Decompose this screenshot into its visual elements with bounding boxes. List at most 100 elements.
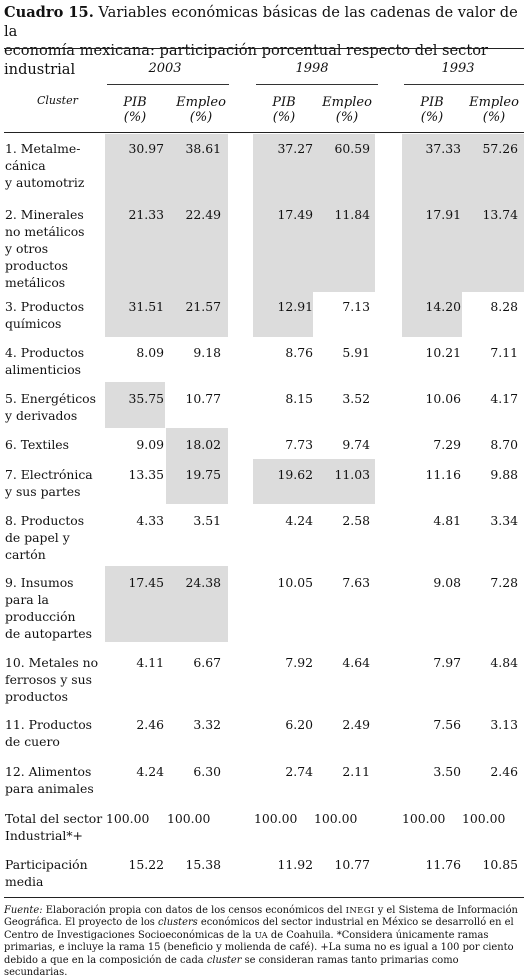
pib-header-2003: PIB (%) [123, 95, 147, 125]
value-cell: 7.28 [490, 575, 518, 590]
media-value-cell: 11.76 [425, 857, 461, 872]
ua-abbr: UA [254, 930, 268, 941]
value-cell: 9.74 [342, 437, 370, 452]
bottom-rule [4, 897, 524, 898]
shade-1998-pib-rows2-3 [253, 202, 313, 337]
total-value-cell: 100.00 [462, 811, 506, 826]
total-value-cell: 100.00 [254, 811, 298, 826]
value-cell: 10.06 [425, 391, 461, 406]
value-cell: 9.09 [136, 437, 164, 452]
empleo-header-1998: Empleo (%) [322, 95, 372, 125]
total-value-cell: 100.00 [314, 811, 358, 826]
value-cell: 13.74 [482, 207, 518, 222]
media-value-cell: 10.77 [334, 857, 370, 872]
value-cell: 6.67 [193, 655, 221, 670]
value-cell: 2.74 [285, 764, 313, 779]
value-cell: 6.20 [285, 717, 313, 732]
inegi-abbr: INEGI [345, 906, 375, 916]
value-cell: 7.63 [342, 575, 370, 590]
value-cell: 2.58 [342, 513, 370, 528]
value-cell: 7.97 [433, 655, 461, 670]
value-cell: 2.46 [136, 717, 164, 732]
year-rule-1998 [256, 84, 378, 85]
row-label: 12. Alimentos para animales [5, 764, 94, 796]
year-rule-2003 [107, 84, 229, 85]
value-cell: 3.34 [490, 513, 518, 528]
value-cell: 21.57 [185, 299, 221, 314]
value-cell: 8.70 [490, 437, 518, 452]
value-cell: 37.27 [277, 141, 313, 156]
value-cell: 2.46 [490, 764, 518, 779]
total-value-cell: 100.00 [106, 811, 150, 826]
value-cell: 17.91 [425, 207, 461, 222]
top-rule [4, 48, 524, 49]
value-cell: 57.26 [482, 141, 518, 156]
shade-1993-pib-row3 [402, 292, 462, 337]
value-cell: 3.32 [193, 717, 221, 732]
value-cell: 7.92 [285, 655, 313, 670]
row-label: 8. Productos de papel y cartón [5, 513, 85, 562]
value-cell: 4.64 [342, 655, 370, 670]
year-2003: 2003 [148, 61, 182, 76]
value-cell: 10.21 [425, 345, 461, 360]
value-cell: 9.08 [433, 575, 461, 590]
row-label: 10. Metales no ferrosos y sus productos [5, 655, 99, 704]
value-cell: 12.91 [277, 299, 313, 314]
footnote: Fuente: Elaboración propia con datos de … [4, 905, 518, 978]
value-cell: 31.51 [128, 299, 164, 314]
shade-2003-pib-row5 [105, 382, 165, 428]
value-cell: 4.24 [136, 764, 164, 779]
title-text-line2: economía mexicana: participación porcent… [4, 42, 488, 78]
value-cell: 3.13 [490, 717, 518, 732]
row-label: 3. Productos químicos [5, 299, 85, 331]
row-label: 4. Productos alimenticios [5, 345, 85, 377]
year-1998: 1998 [295, 61, 329, 76]
media-label: Participación media [5, 857, 88, 889]
pib-header-1993: PIB (%) [420, 95, 444, 125]
value-cell: 4.11 [136, 655, 164, 670]
value-cell: 10.05 [277, 575, 313, 590]
value-cell: 7.56 [433, 717, 461, 732]
value-cell: 35.75 [128, 391, 164, 406]
shade-2003-row3 [105, 292, 228, 337]
value-cell: 10.77 [185, 391, 221, 406]
row-label: 7. Electrónica y sus partes [5, 467, 93, 499]
value-cell: 17.49 [277, 207, 313, 222]
value-cell: 11.84 [334, 207, 370, 222]
value-cell: 3.51 [193, 513, 221, 528]
row-label: 6. Textiles [5, 437, 69, 452]
value-cell: 8.76 [285, 345, 313, 360]
value-cell: 7.11 [490, 345, 518, 360]
shade-1993-rows1-2 [402, 134, 524, 292]
shade-1998-rows1 [253, 134, 375, 202]
row-label: 11. Productos de cuero [5, 717, 93, 749]
value-cell: 2.11 [342, 764, 370, 779]
value-cell: 38.61 [185, 141, 221, 156]
total-value-cell: 100.00 [167, 811, 211, 826]
header-rule [4, 132, 524, 133]
value-cell: 30.97 [128, 141, 164, 156]
value-cell: 8.28 [490, 299, 518, 314]
value-cell: 8.09 [136, 345, 164, 360]
value-cell: 4.17 [490, 391, 518, 406]
value-cell: 11.16 [425, 467, 461, 482]
value-cell: 4.24 [285, 513, 313, 528]
value-cell: 5.91 [342, 345, 370, 360]
value-cell: 3.52 [342, 391, 370, 406]
total-label: Total del sector Industrial*+ [5, 811, 103, 843]
value-cell: 19.75 [185, 467, 221, 482]
value-cell: 4.81 [433, 513, 461, 528]
value-cell: 13.35 [128, 467, 164, 482]
value-cell: 22.49 [185, 207, 221, 222]
pib-header-1998: PIB (%) [272, 95, 296, 125]
row-label: 5. Energéticos y derivados [5, 391, 97, 423]
title-text-line1: Variables económicas básicas de las cade… [4, 4, 518, 40]
empleo-header-2003: Empleo (%) [176, 95, 226, 125]
value-cell: 24.38 [185, 575, 221, 590]
value-cell: 9.18 [193, 345, 221, 360]
value-cell: 37.33 [425, 141, 461, 156]
value-cell: 11.03 [334, 467, 370, 482]
row-label: 2. Minerales no metálicos y otros produc… [5, 207, 85, 290]
total-value-cell: 100.00 [402, 811, 446, 826]
table-number: Cuadro 15. [4, 4, 94, 21]
